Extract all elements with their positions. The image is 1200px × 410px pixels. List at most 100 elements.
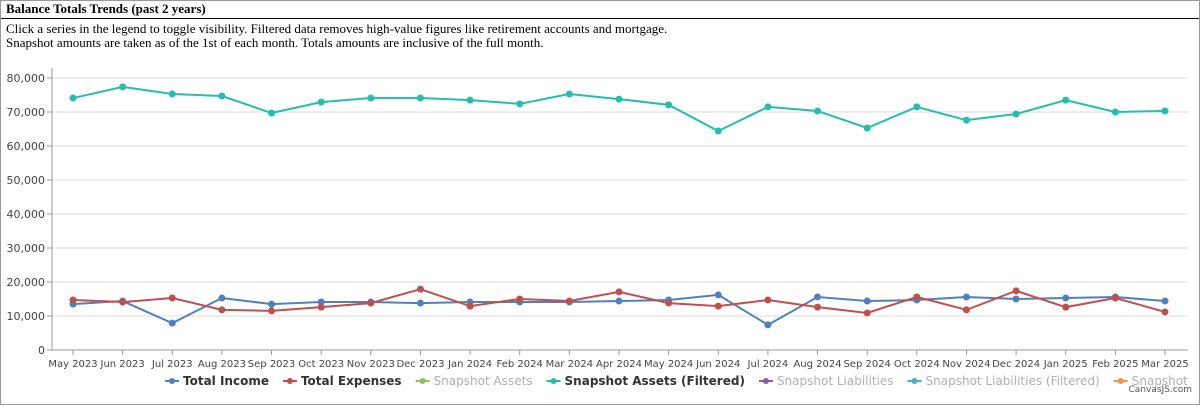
x-tick-label: Sep 2024 [843,359,890,370]
y-tick-label: 70,000 [7,106,46,119]
panel-title: Balance Totals Trends (past 2 years) [6,1,206,16]
x-tick-label: May 2024 [644,359,693,370]
x-tick-label: Jun 2024 [695,359,740,370]
data-point [714,291,722,299]
data-point [69,296,77,304]
data-point [367,299,375,307]
legend-item[interactable]: Snapshot Liabilities [758,374,894,388]
data-point [913,103,921,111]
data-point [367,94,375,102]
data-point [516,295,524,303]
legend-swatch-dot [762,378,769,384]
legend-label: Snapshot Liabilities [777,374,894,388]
data-point [665,101,673,109]
description: Snapshot amounts are taken as of the 1st… [6,35,544,50]
x-tick-label: Oct 2024 [894,359,940,370]
legend-item[interactable]: Snapshot Assets (Filtered) [546,374,745,388]
legend-swatch-dot [911,378,918,384]
x-tick-label: Feb 2024 [497,359,543,370]
data-point [1062,96,1070,104]
data-point [863,124,871,132]
data-point [913,293,921,301]
data-point [218,92,226,100]
x-tick-label: Apr 2024 [596,359,642,370]
legend-swatch-dot [169,378,175,384]
data-point [168,319,176,327]
data-point [119,83,127,91]
data-point [1062,303,1070,311]
data-point [863,297,871,305]
x-tick-label: Jan 2024 [447,359,492,370]
data-point [119,298,127,306]
x-tick-label: Mar 2024 [546,359,594,370]
y-tick-label: 10,000 [7,310,46,323]
data-point [466,96,474,104]
data-point [268,300,276,308]
x-tick-label: Sep 2023 [248,359,295,370]
legend-label: Snapshot Assets [434,374,533,388]
y-tick-label: 50,000 [7,174,46,187]
data-point [1161,308,1169,316]
y-tick-label: 60,000 [7,140,46,153]
y-tick-label: 30,000 [7,242,46,255]
x-tick-label: Jul 2023 [151,359,193,370]
y-tick-label: 0 [38,344,45,357]
data-point [516,100,524,108]
data-point [962,306,970,314]
data-point [764,103,772,111]
legend-item[interactable]: Snapshot [1113,374,1188,388]
data-point [1012,287,1020,295]
data-point [1161,107,1169,115]
data-point [416,285,424,293]
x-tick-label: Nov 2024 [942,359,990,370]
data-point [764,321,772,329]
data-point [814,107,822,115]
legend-label: Total Expenses [301,374,402,388]
data-point [1062,294,1070,302]
x-tick-label: Jul 2024 [747,359,789,370]
data-point [565,90,573,98]
x-tick-label: Jan 2025 [1043,359,1088,370]
x-tick-label: Oct 2023 [298,359,344,370]
data-point [69,94,77,102]
data-point [863,309,871,317]
x-tick-label: Feb 2025 [1092,359,1138,370]
data-point [268,307,276,315]
legend-item[interactable]: Snapshot Assets [415,374,533,388]
data-point [615,288,623,296]
data-point [218,294,226,302]
data-point [1012,110,1020,118]
legend-swatch-dot [286,378,293,384]
data-point [714,302,722,310]
data-point [416,94,424,102]
legend-label: Snapshot [1132,374,1188,388]
data-point [1012,295,1020,303]
data-point [317,98,325,106]
data-point [268,109,276,117]
data-point [814,293,822,301]
x-tick-label: Jun 2023 [100,359,145,370]
data-point [317,298,325,306]
legend-swatch-dot [1117,378,1124,384]
x-tick-label: Dec 2024 [992,359,1040,370]
legend-item[interactable]: Snapshot Liabilities (Filtered) [907,374,1100,388]
legend-item[interactable]: Total Income [165,374,269,388]
data-point [615,95,623,103]
y-tick-label: 80,000 [7,72,46,85]
data-point [218,306,226,314]
data-point [962,293,970,301]
data-point [168,294,176,302]
data-point [168,90,176,98]
data-point [814,303,822,311]
y-tick-label: 40,000 [7,208,46,221]
data-point [1111,294,1119,302]
x-tick-label: Aug 2024 [793,359,841,370]
data-point [714,127,722,135]
data-point [1161,297,1169,305]
legend-item[interactable]: Total Expenses [282,374,402,388]
legend-label: Total Income [183,374,269,388]
x-tick-label: Mar 2025 [1141,359,1189,370]
legend-label: Snapshot Liabilities (Filtered) [926,374,1100,388]
x-tick-label: May 2023 [48,359,97,370]
